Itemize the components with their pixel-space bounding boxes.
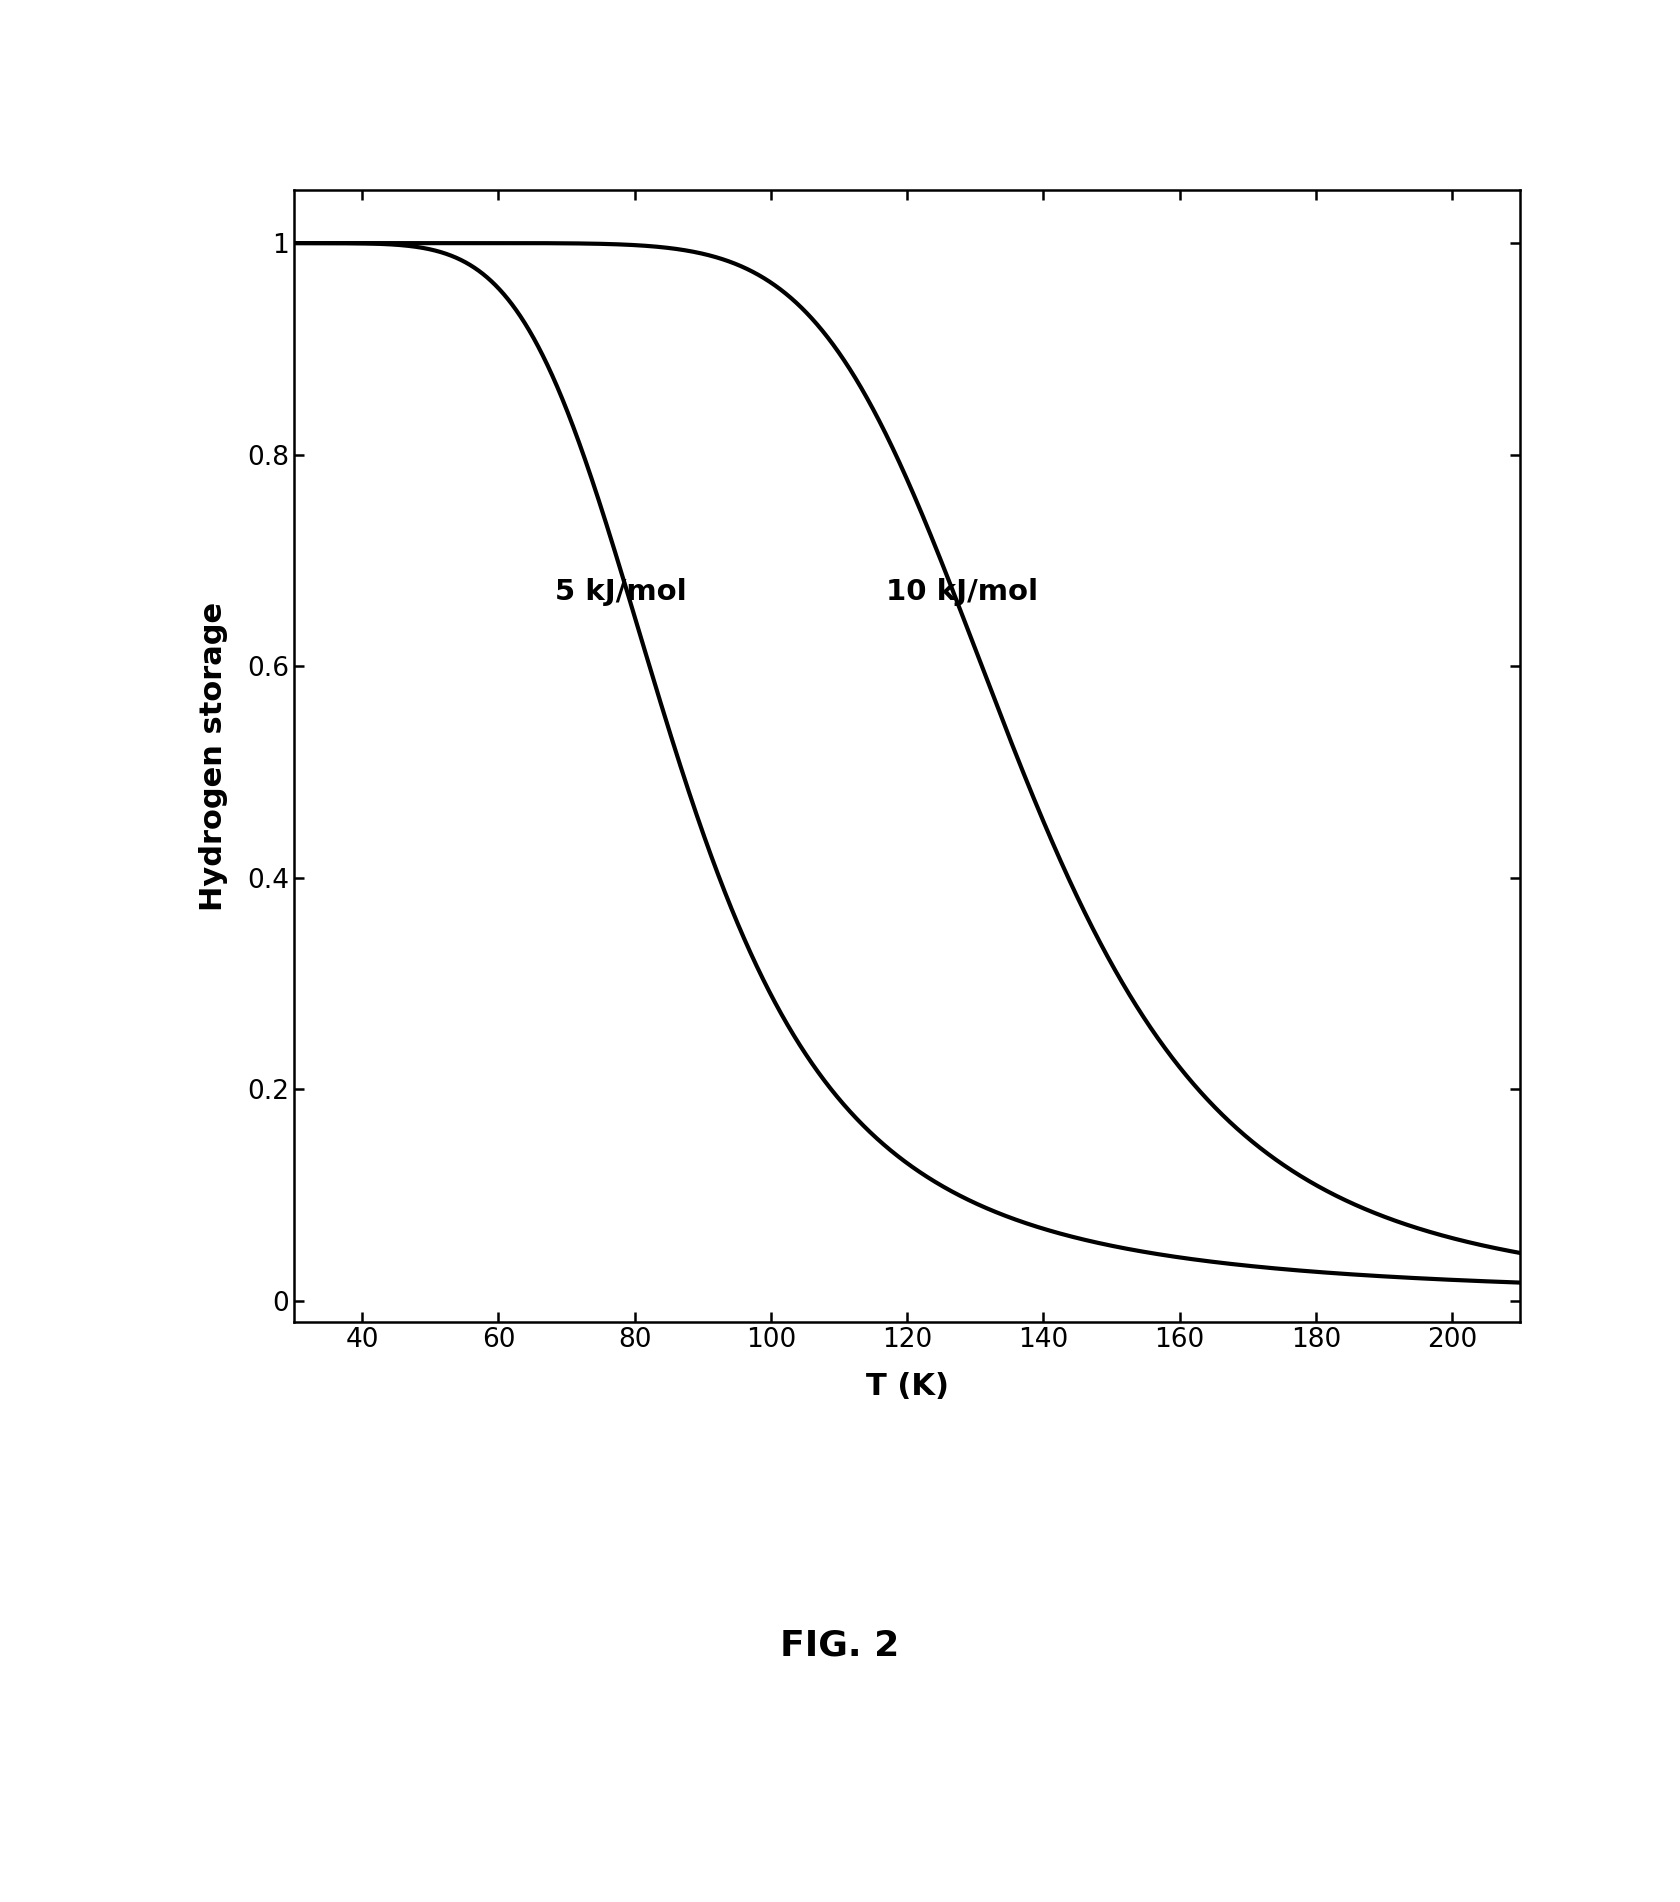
Text: 5 kJ/mol: 5 kJ/mol bbox=[554, 578, 687, 607]
X-axis label: T (K): T (K) bbox=[865, 1371, 949, 1402]
Text: 10 kJ/mol: 10 kJ/mol bbox=[885, 578, 1038, 607]
Y-axis label: Hydrogen storage: Hydrogen storage bbox=[198, 601, 228, 911]
Text: FIG. 2: FIG. 2 bbox=[781, 1628, 899, 1662]
